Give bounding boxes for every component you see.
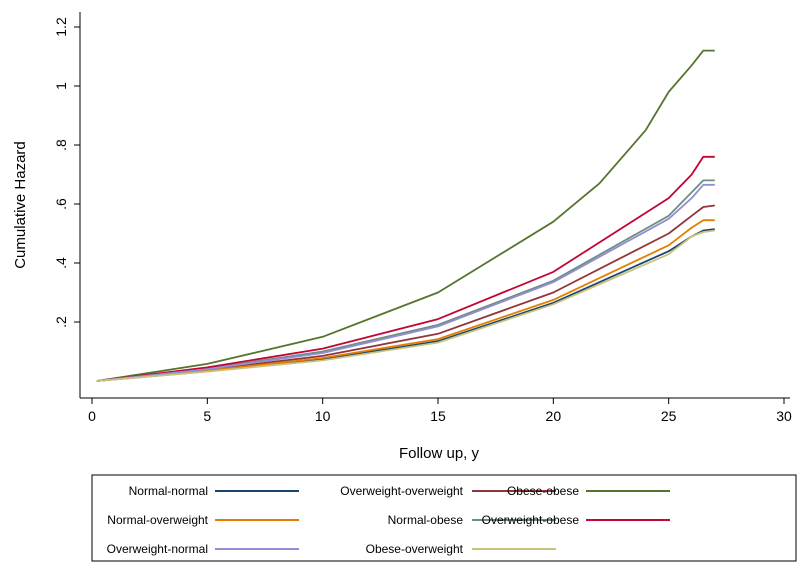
plot-lines	[97, 51, 715, 381]
x-tick-label: 5	[203, 408, 211, 424]
x-tick-label: 25	[661, 408, 677, 424]
x-axis-title: Follow up, y	[399, 445, 480, 462]
y-tick-label: .4	[53, 257, 69, 269]
legend-label-normal-normal: Normal-normal	[129, 484, 208, 498]
legend: Normal-normal Overweight-overweight Obese-…	[92, 475, 796, 561]
legend-label-normal-overweight: Normal-overweight	[107, 513, 208, 527]
y-ticks: .2 .4 .6 .8 1 1.2	[53, 17, 80, 328]
x-tick-label: 0	[88, 408, 96, 424]
y-axis-title: Cumulative Hazard	[12, 141, 29, 269]
x-tick-label: 30	[776, 408, 792, 424]
x-tick-label: 20	[546, 408, 562, 424]
x-tick-label: 10	[315, 408, 331, 424]
x-ticks: 0 5 10 15 20 25 30	[88, 398, 792, 424]
y-tick-label: .8	[53, 139, 69, 151]
x-tick-label: 15	[430, 408, 446, 424]
legend-label-overweight-overweight: Overweight-overweight	[340, 484, 463, 498]
legend-label-obese-obese: Obese-obese	[507, 484, 579, 498]
series-line-normal-obese	[97, 180, 715, 381]
legend-label-normal-obese: Normal-obese	[388, 513, 464, 527]
series-line-overweight-normal	[97, 185, 715, 381]
y-tick-label: .2	[53, 316, 69, 328]
legend-label-obese-overweight: Obese-overweight	[366, 542, 464, 556]
legend-label-overweight-normal: Overweight-normal	[107, 542, 208, 556]
legend-label-overweight-obese: Overweight-obese	[482, 513, 580, 527]
y-tick-label: 1	[53, 82, 69, 90]
y-tick-label: .6	[53, 198, 69, 210]
series-line-overweight-overweight	[97, 206, 715, 382]
y-tick-label: 1.2	[53, 17, 69, 37]
